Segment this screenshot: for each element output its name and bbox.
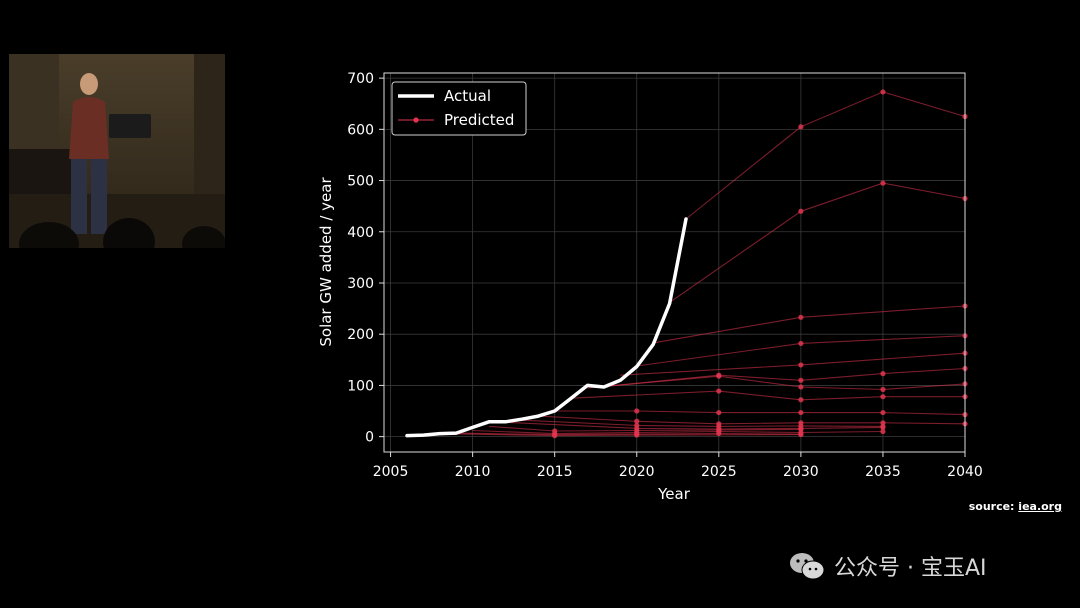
- x-tick-label: 2035: [865, 464, 901, 480]
- x-tick-label: 2005: [373, 464, 409, 480]
- y-tick-label: 0: [365, 430, 374, 446]
- y-tick-label: 200: [347, 327, 374, 343]
- x-tick-label: 2020: [619, 464, 655, 480]
- predicted-point: [880, 180, 886, 186]
- predicted-point: [880, 89, 886, 95]
- plot-frame: [383, 72, 966, 453]
- y-tick-label: 100: [347, 378, 374, 394]
- predicted-point: [798, 340, 804, 347]
- predicted-point: [634, 418, 640, 424]
- predicted-point: [880, 409, 886, 416]
- legend-predicted-marker: [413, 117, 419, 123]
- predicted-point: [880, 420, 886, 426]
- predicted-line-13: [472, 429, 883, 435]
- predicted-point: [552, 433, 558, 439]
- x-tick-label: 2030: [783, 464, 819, 480]
- y-tick-label: 700: [347, 71, 374, 87]
- chart-axes: [383, 72, 966, 453]
- chart-legend: Actual Predicted: [391, 81, 527, 136]
- predicted-line-0: [685, 91, 966, 220]
- predicted-line-7: [571, 390, 965, 401]
- predicted-line-6: [587, 375, 966, 391]
- predicted-point: [716, 388, 722, 394]
- x-axis-label: Year: [657, 485, 691, 503]
- predicted-line-5: [603, 367, 966, 387]
- legend-actual-label: Actual: [444, 87, 491, 105]
- chart-ticks: 2005 2010 2015 2020 2025 2030 2035 2040 0 100 200 3…: [347, 71, 983, 480]
- x-tick-label: 2025: [701, 464, 737, 480]
- watermark-text: 公众号 · 宝玉AI: [834, 556, 987, 581]
- predicted-point: [634, 408, 640, 414]
- predicted-point: [798, 362, 804, 368]
- y-tick-label: 400: [347, 225, 374, 241]
- predicted-point: [798, 384, 804, 390]
- predicted-point: [880, 424, 886, 431]
- predicted-point: [798, 431, 804, 438]
- predicted-point: [716, 409, 722, 416]
- x-tick-label: 2040: [947, 464, 983, 480]
- speaker-video-thumbnail: [9, 54, 225, 248]
- y-tick-label: 600: [347, 122, 374, 138]
- predicted-point: [880, 386, 886, 393]
- y-axis-label: Solar GW added / year: [317, 177, 335, 347]
- x-tick-label: 2010: [455, 464, 491, 480]
- wechat-icon: [790, 553, 825, 580]
- predicted-point: [798, 124, 804, 130]
- x-tick-label: 2015: [537, 464, 573, 480]
- predicted-line-15: [439, 433, 801, 437]
- source-note: source: iea.org: [969, 500, 1062, 513]
- y-tick-label: 500: [347, 174, 374, 190]
- actual-line-0: [405, 217, 688, 438]
- source-link[interactable]: iea.org: [1018, 500, 1062, 513]
- y-tick-label: 300: [347, 276, 374, 292]
- predicted-point: [798, 377, 804, 383]
- predicted-point: [880, 394, 886, 400]
- predicted-line-9: [538, 415, 966, 425]
- predicted-line-1: [669, 182, 966, 303]
- predicted-point: [798, 397, 804, 403]
- predicted-point: [798, 409, 804, 416]
- predicted-point: [716, 373, 722, 379]
- actual-series-group: [405, 217, 688, 438]
- watermark: 公众号 · 宝玉AI: [788, 548, 987, 584]
- predicted-point: [798, 208, 804, 214]
- speaker-scene: [9, 54, 225, 248]
- predicted-series-group: [439, 89, 968, 439]
- predicted-line-8: [554, 410, 966, 416]
- predicted-point: [880, 428, 886, 435]
- predicted-point: [634, 432, 640, 438]
- source-prefix: source:: [968, 500, 1019, 513]
- legend-predicted-label: Predicted: [444, 111, 514, 129]
- predicted-point: [798, 314, 804, 320]
- predicted-point: [880, 371, 886, 377]
